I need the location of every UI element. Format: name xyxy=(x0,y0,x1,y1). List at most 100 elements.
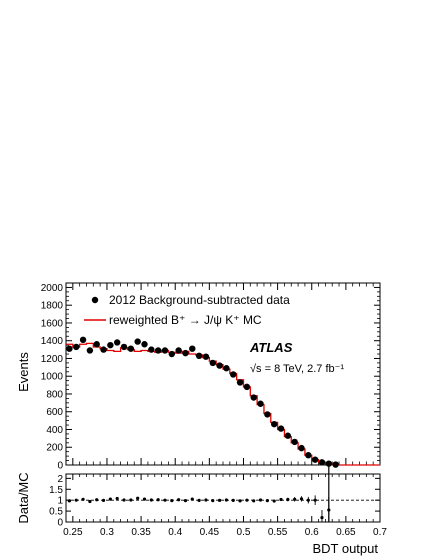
x-tick-label: 0.35 xyxy=(131,527,151,538)
data-point xyxy=(189,345,196,352)
ratio-point xyxy=(299,497,304,501)
data-point xyxy=(113,339,121,346)
main-panel: 0 200 400 600 800 1000 1200 1400 1600 1800 2000 Ev… xyxy=(16,282,381,472)
ratio-point xyxy=(101,498,106,502)
ratio-point xyxy=(279,497,283,502)
data-point xyxy=(79,336,87,344)
data-point xyxy=(216,362,223,369)
x-tick-label: 0.7 xyxy=(373,527,387,538)
main-y-tick-label: 1000 xyxy=(41,372,64,383)
data-point xyxy=(270,420,278,428)
data-point xyxy=(311,456,319,463)
data-point xyxy=(66,345,73,352)
ratio-point xyxy=(286,497,290,502)
data-point xyxy=(161,347,169,354)
data-point xyxy=(107,341,114,349)
x-tick-label: 0.45 xyxy=(200,527,220,538)
mc-step-line xyxy=(66,342,340,466)
ratio-point xyxy=(156,498,160,502)
data-point xyxy=(182,349,189,357)
data-point xyxy=(134,338,141,345)
data-point xyxy=(148,346,155,353)
data-point xyxy=(284,432,292,439)
data-point xyxy=(93,341,100,348)
data-point xyxy=(86,347,94,354)
main-y-tick-label: 400 xyxy=(46,425,63,436)
data-point xyxy=(223,365,230,372)
ratio-point xyxy=(252,499,256,503)
data-point xyxy=(100,346,107,353)
data-point xyxy=(305,452,312,459)
data-point xyxy=(291,438,298,446)
data-point xyxy=(236,379,244,386)
data-point xyxy=(332,461,339,468)
legend-data-marker xyxy=(91,296,99,304)
main-y-axis-title: Events xyxy=(16,352,31,392)
ratio-point xyxy=(224,498,229,502)
data-point xyxy=(154,347,162,354)
ratio-point xyxy=(231,498,235,502)
ratio-point xyxy=(142,497,147,501)
x-tick-label: 0.55 xyxy=(268,527,288,538)
ratio-point xyxy=(320,516,324,520)
ratio-point xyxy=(170,499,174,503)
data-point xyxy=(318,459,326,466)
data-point xyxy=(257,400,264,407)
ratio-point xyxy=(197,498,201,502)
ratio-point xyxy=(258,498,263,502)
main-y-tick-label: 1200 xyxy=(41,354,64,365)
ratio-point xyxy=(217,498,222,502)
x-tick-label: 0.65 xyxy=(336,527,356,538)
main-y-tick-label: 2000 xyxy=(41,283,64,294)
ratio-point xyxy=(265,499,269,503)
ratio-point xyxy=(190,497,194,501)
x-tick-label: 0.4 xyxy=(168,527,182,538)
ratio-panel: 00.511.52 0.25 0.3 0.35 0.4 0.45 0.5 0.55 0.6 0.… xyxy=(16,462,387,556)
ratio-point xyxy=(183,499,188,503)
ratio-points xyxy=(67,462,331,522)
data-point xyxy=(168,350,176,358)
legend: 2012 Background-subtracted data reweight… xyxy=(84,293,290,327)
ratio-y-tick-label: 1 xyxy=(57,496,63,507)
ratio-point xyxy=(177,498,181,502)
ratio-y-axis-title: Data/MC xyxy=(16,472,31,523)
data-point xyxy=(298,444,305,452)
data-point xyxy=(202,353,210,360)
ratio-point xyxy=(313,498,317,502)
main-y-tick-label: 1800 xyxy=(41,301,64,312)
ratio-point xyxy=(108,497,112,501)
ratio-point xyxy=(88,499,92,504)
energy-luminosity-label: √s = 8 TeV, 2.7 fb⁻¹ xyxy=(250,363,344,375)
ratio-point xyxy=(95,498,99,502)
ratio-y-tick-label: 0.5 xyxy=(49,507,63,518)
main-y-tick-label: 1600 xyxy=(41,318,64,329)
x-tick-label: 0.3 xyxy=(100,527,114,538)
ratio-point xyxy=(136,496,140,500)
atlas-label: ATLAS xyxy=(249,340,293,355)
x-axis-title: BDT output xyxy=(312,541,378,556)
data-point xyxy=(243,383,251,391)
ratio-y-ticks: 00.511.52 xyxy=(49,474,380,529)
main-y-tick-label: 600 xyxy=(46,407,63,418)
ratio-y-tick-label: 1.5 xyxy=(49,485,63,496)
data-point xyxy=(250,394,257,401)
data-point xyxy=(209,359,216,367)
x-tick-label: 0.25 xyxy=(63,527,83,538)
ratio-point xyxy=(306,498,310,502)
main-y-ticks: 0 200 400 600 800 1000 1200 1400 1600 1800 2000 xyxy=(41,283,380,472)
ratio-point xyxy=(149,498,153,502)
legend-data-label: 2012 Background-subtracted data xyxy=(109,293,290,307)
ratio-point xyxy=(74,498,78,502)
main-y-tick-label: 800 xyxy=(46,389,63,400)
data-point xyxy=(73,343,80,351)
x-tick-label: 0.5 xyxy=(237,527,251,538)
ratio-plot-frame xyxy=(65,473,381,523)
ratio-x-ticks: 0.25 0.3 0.35 0.4 0.45 0.5 0.55 0.6 0.65 0.7 xyxy=(63,474,387,538)
ratio-y-tick-label: 0 xyxy=(57,518,63,529)
main-y-tick-label: 1400 xyxy=(41,336,64,347)
ratio-point xyxy=(293,497,297,501)
data-point xyxy=(127,345,135,352)
ratio-point xyxy=(129,498,133,502)
x-tick-label: 0.6 xyxy=(305,527,319,538)
